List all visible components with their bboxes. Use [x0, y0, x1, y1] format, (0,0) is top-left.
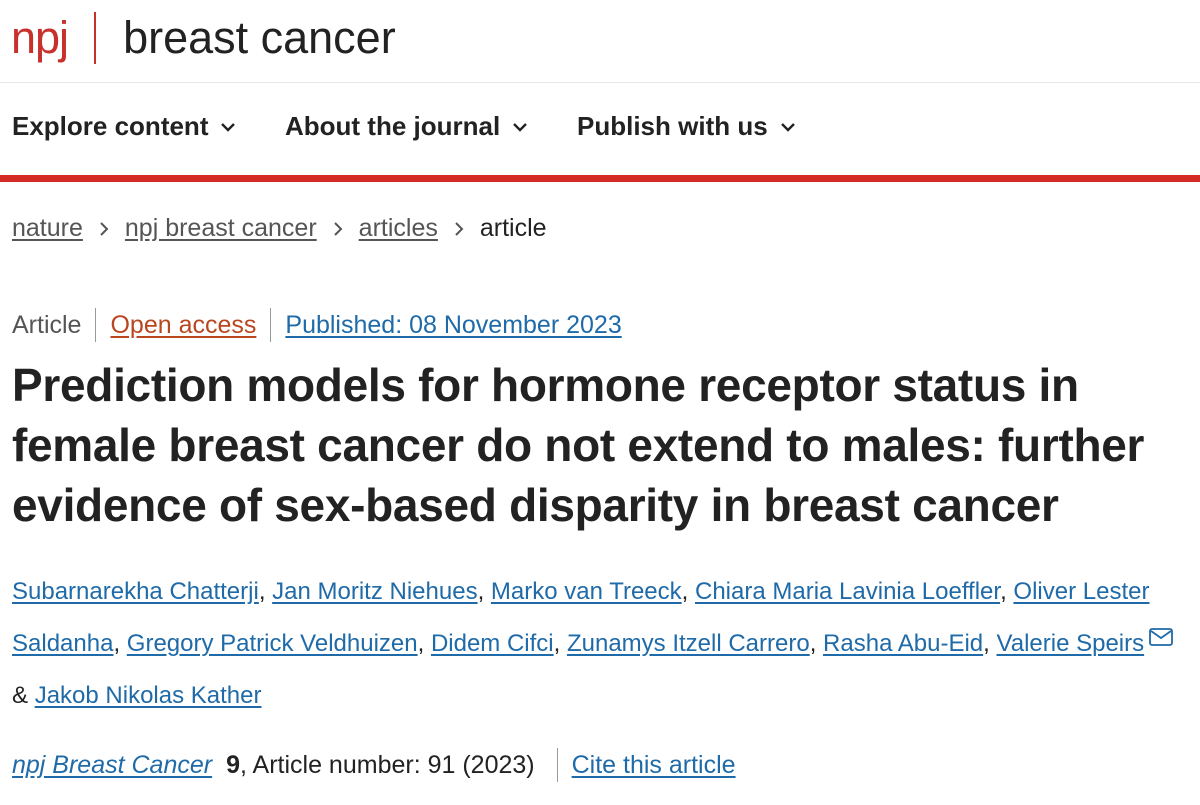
author-separator: , [809, 630, 824, 657]
chevron-right-icon [100, 221, 109, 236]
author-link[interactable]: Didem Cifci [430, 630, 554, 657]
author-separator: , [1000, 578, 1014, 605]
chevron-down-icon [780, 122, 795, 132]
author-link[interactable]: Subarnarekha Chatterji [12, 578, 259, 605]
article-title: Prediction models for hormone receptor s… [12, 359, 1145, 531]
volume-number: 9 [226, 750, 241, 779]
breadcrumb-current: article [479, 214, 547, 242]
author-separator: , [417, 630, 431, 657]
author-separator: , [113, 630, 127, 657]
article-type: Article [12, 310, 82, 339]
chevron-down-icon [221, 122, 236, 132]
chevron-down-icon [513, 122, 528, 132]
brand-divider [94, 12, 97, 64]
journal-name-link[interactable]: npj Breast Cancer [12, 750, 213, 779]
author-separator: , [477, 578, 491, 605]
cite-this-article-link[interactable]: Cite this article [571, 750, 736, 779]
author-link[interactable]: Rasha Abu-Eid [823, 630, 984, 657]
author-and: & [12, 682, 35, 709]
breadcrumb: nature npj breast cancer articles articl… [12, 214, 547, 243]
chevron-right-icon [455, 221, 464, 236]
author-link[interactable]: Chiara Maria Lavinia Loeffler [695, 578, 1001, 605]
breadcrumb-link-nature[interactable]: nature [12, 214, 83, 242]
author-link[interactable]: Oliver Lester Saldanha [12, 578, 1150, 657]
main-nav: Explore content About the journal Publis… [0, 83, 1200, 182]
author-separator: , [553, 630, 567, 657]
brand-journal-title[interactable]: breast cancer [123, 12, 396, 63]
meta-divider [270, 308, 272, 342]
journal-brand[interactable]: npj breast cancer [11, 10, 396, 66]
author-link[interactable]: Jan Moritz Niehues [272, 578, 478, 605]
author-link[interactable]: Zunamys Itzell Carrero [566, 630, 810, 657]
chevron-right-icon [333, 221, 343, 236]
nav-item-label: About the journal [285, 111, 501, 141]
site-header: npj breast cancer [0, 0, 1200, 83]
mail-icon[interactable] [1148, 627, 1174, 647]
author-separator: , [983, 630, 997, 657]
author-list: Subarnarekha Chatterji, Jan Moritz Niehu… [12, 566, 1187, 722]
author-link[interactable]: Gregory Patrick Veldhuizen [126, 630, 418, 657]
author-link[interactable]: Jakob Nikolas Kather [34, 682, 262, 709]
author-separator: , [681, 578, 695, 605]
brand-npj-logo[interactable]: npj [11, 12, 69, 63]
article-number: , Article number: 91 (2023) [240, 750, 535, 779]
nav-item-label: Explore content [12, 111, 209, 141]
nav-explore-content[interactable]: Explore content [12, 111, 236, 142]
author-link-corresponding[interactable]: Valerie Speirs [996, 630, 1145, 657]
citation-row: npj Breast Cancer 9 , Article number: 91… [12, 747, 736, 783]
breadcrumb-link-journal[interactable]: npj breast cancer [124, 214, 317, 242]
author-separator: , [258, 578, 273, 605]
citation-divider [556, 748, 558, 782]
open-access-link[interactable]: Open access [110, 310, 257, 339]
article-meta: Article Open access Published: 08 Novemb… [12, 307, 622, 343]
published-date-link[interactable]: Published: 08 November 2023 [285, 310, 622, 339]
nav-about-journal[interactable]: About the journal [285, 111, 528, 142]
author-link[interactable]: Marko van Treeck [490, 578, 682, 605]
nav-item-label: Publish with us [577, 111, 768, 141]
breadcrumb-link-articles[interactable]: articles [358, 214, 438, 242]
nav-publish-with-us[interactable]: Publish with us [577, 111, 796, 142]
meta-divider [95, 308, 97, 342]
